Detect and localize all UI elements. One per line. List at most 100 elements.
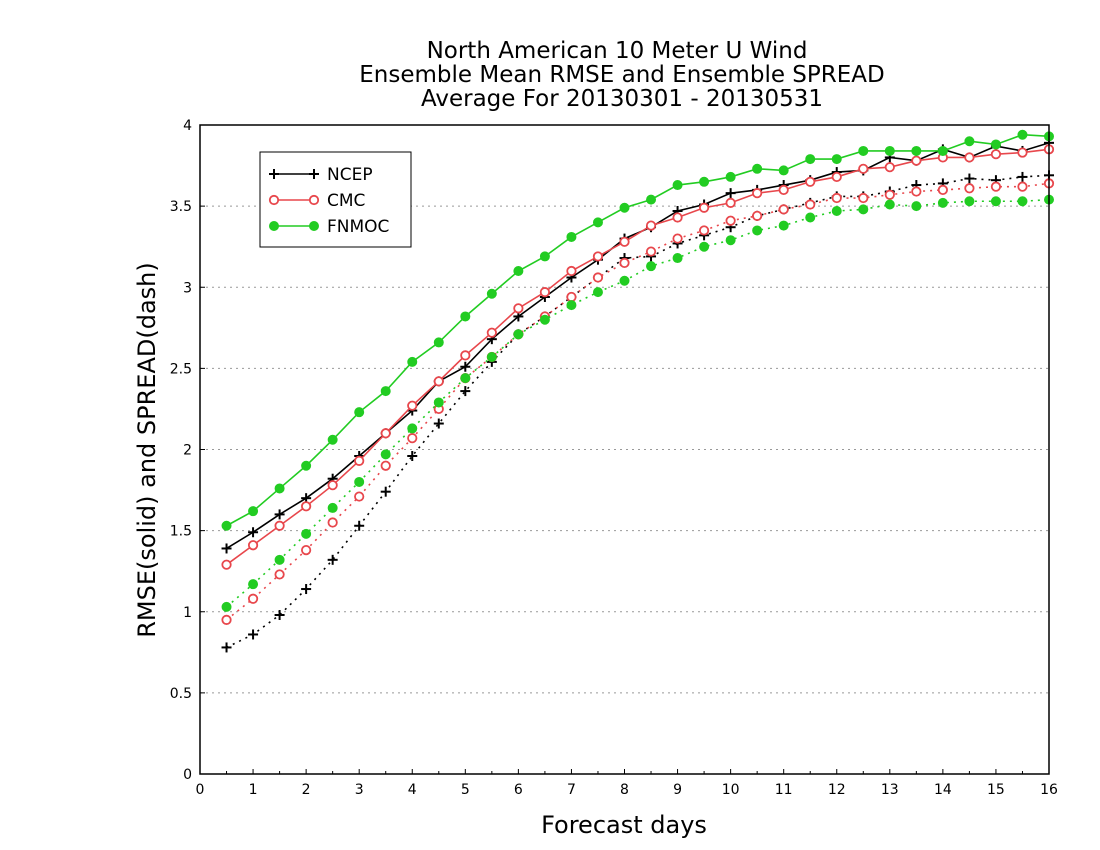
cmc-spread-point [407, 433, 418, 444]
fnmoc-spread-line [226, 198, 1050, 608]
fnmoc-rmse-point [884, 145, 895, 156]
x-tick-label-8: 8 [620, 782, 629, 798]
ncep-spread-point [248, 629, 259, 640]
fnmoc-rmse-point [778, 165, 789, 176]
ncep-spread-point [301, 584, 312, 595]
cmc-rmse-point [752, 188, 763, 199]
fnmoc-spread-point [354, 476, 365, 487]
y-tick-label-8: 4 [183, 118, 192, 134]
cmc-rmse-point [645, 220, 657, 231]
fnmoc-rmse-point [221, 520, 232, 531]
cmc-rmse-point [221, 559, 232, 570]
ncep-spread-point [274, 609, 285, 620]
chart-title-line-1: North American 10 Meter U Wind [427, 38, 808, 64]
fnmoc-spread-point [407, 423, 418, 434]
cmc-spread-point [380, 460, 391, 471]
cmc-rmse-point [619, 236, 630, 247]
cmc-rmse-point [539, 287, 551, 298]
fnmoc-rmse-point [354, 407, 365, 418]
fnmoc-spread-point [380, 449, 391, 460]
fnmoc-spread-point [513, 329, 524, 340]
ncep-spread-point [327, 554, 338, 565]
x-tick-label-1: 1 [249, 782, 258, 798]
fnmoc-spread-point [831, 205, 842, 216]
x-tick-label-2: 2 [302, 782, 311, 798]
fnmoc-rmse-point [699, 176, 710, 187]
cmc-spread-point [274, 569, 285, 580]
cmc-rmse-point [301, 501, 312, 512]
fnmoc-spread-point [990, 196, 1001, 207]
cmc-spread-point [672, 233, 683, 244]
x-tick-label-4: 4 [408, 782, 417, 798]
cmc-spread-point [301, 544, 312, 556]
y-tick-label-4: 2 [183, 443, 192, 459]
cmc-spread-point [354, 491, 365, 502]
x-tick-label-14: 14 [934, 782, 952, 798]
cmc-rmse-point [884, 162, 895, 173]
cmc-rmse-point [858, 163, 869, 174]
fnmoc-rmse-point [592, 217, 603, 228]
fnmoc-rmse-point [964, 136, 975, 147]
fnmoc-spread-point [539, 314, 550, 325]
y-tick-label-5: 2.5 [170, 361, 192, 377]
fnmoc-spread-point [699, 241, 710, 252]
fnmoc-rmse-point [407, 356, 418, 367]
ncep-spread-point [1017, 171, 1028, 182]
cmc-spread-point [592, 272, 604, 283]
fnmoc-spread-point [433, 397, 444, 408]
cmc-rmse-point [592, 251, 604, 262]
fnmoc-spread-point [248, 579, 259, 590]
cmc-spread-point [327, 517, 338, 528]
cmc-spread-point [752, 210, 763, 221]
fnmoc-rmse-point [301, 460, 312, 471]
legend-label-ncep: NCEP [327, 165, 373, 185]
cmc-rmse-point [725, 197, 736, 208]
cmc-spread-point [778, 204, 789, 215]
cmc-rmse-point [247, 540, 259, 551]
cmc-rmse-point [433, 376, 444, 387]
cmc-rmse-point [778, 184, 789, 195]
cmc-rmse-point [513, 303, 524, 314]
cmc-rmse-point [407, 400, 418, 411]
cmc-spread-point [221, 614, 232, 625]
fnmoc-spread-point [486, 352, 497, 363]
ncep-spread-point [221, 642, 232, 653]
cmc-rmse-point [380, 428, 391, 439]
cmc-rmse-point [831, 171, 842, 183]
legend-marker-cmc-start [268, 194, 280, 206]
fnmoc-spread-point [805, 212, 816, 223]
cmc-rmse-point [698, 202, 710, 213]
ncep-spread-point [380, 486, 391, 497]
ncep-spread-point [433, 418, 444, 429]
legend-marker-cmc-end [308, 194, 320, 206]
cmc-rmse-point [672, 212, 683, 223]
ncep-rmse-point [725, 188, 736, 199]
fnmoc-rmse-point [566, 231, 577, 242]
cmc-rmse-point [566, 265, 577, 277]
fnmoc-spread-point [858, 204, 869, 215]
x-tick-label-6: 6 [514, 782, 523, 798]
fnmoc-spread-point [619, 275, 630, 286]
cmc-spread-point [911, 186, 922, 197]
cmc-spread-point [964, 183, 975, 194]
fnmoc-rmse-point [460, 311, 471, 322]
fnmoc-rmse-point [274, 483, 285, 494]
fnmoc-rmse-point [1017, 129, 1028, 140]
fnmoc-spread-point [672, 253, 683, 264]
series-group [221, 129, 1055, 653]
cmc-rmse-point [460, 350, 471, 361]
x-tick-label-9: 9 [673, 782, 682, 798]
ncep-rmse-point [274, 509, 285, 520]
fnmoc-spread-point [460, 373, 471, 384]
fnmoc-rmse-point [248, 506, 259, 517]
fnmoc-rmse-point [752, 163, 763, 174]
cmc-rmse-point [805, 176, 816, 187]
fnmoc-rmse-point [380, 386, 391, 397]
fnmoc-rmse-point [433, 337, 444, 348]
fnmoc-spread-point [274, 554, 285, 565]
legend-marker-fnmoc-start [269, 221, 279, 231]
ncep-spread-point [964, 173, 975, 184]
x-tick-label-13: 13 [881, 782, 899, 798]
x-tick-label-12: 12 [828, 782, 846, 798]
